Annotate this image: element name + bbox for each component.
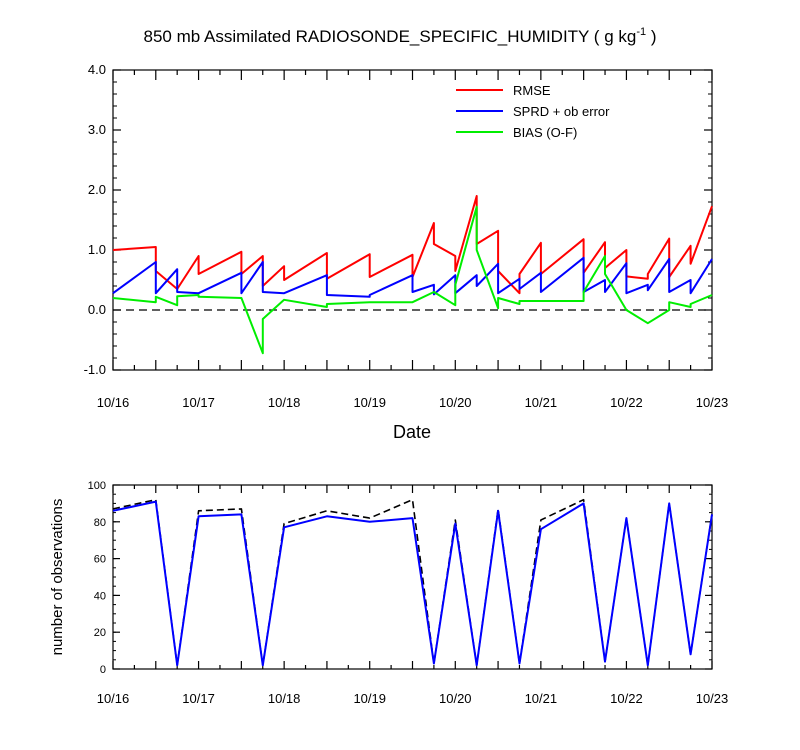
legend-label: BIAS (O-F): [513, 125, 577, 140]
x-axis-title: Date: [393, 422, 431, 442]
x-tick-label: 10/16: [97, 395, 130, 410]
y-tick-label: 80: [94, 517, 106, 529]
series-line-possible: [112, 498, 713, 667]
y-tick-label: -1.0: [84, 362, 106, 377]
top-chart: 10/16 10/17 10/18 10/19 10/20 10/21 10/22 10/23…: [84, 62, 729, 410]
chart-title: 850 mb Assimilated RADIOSONDE_SPECIFIC_H…: [144, 26, 657, 46]
x-tick-label: 10/23: [696, 395, 729, 410]
x-tick-label: 10/18: [268, 691, 301, 706]
y-tick-label: 2.0: [88, 182, 106, 197]
plot-frame: [112, 484, 713, 670]
x-tick-label: 10/16: [97, 691, 130, 706]
x-tick-label: 10/18: [268, 395, 301, 410]
series-line-bias-o-f: [112, 205, 713, 355]
y-tick-label: 20: [94, 627, 106, 639]
y-tick-label: 0.0: [88, 302, 106, 317]
x-tick-label: 10/22: [610, 395, 643, 410]
title-superscript: -1: [636, 26, 646, 38]
x-tick-label: 10/17: [182, 691, 215, 706]
legend-label: SPRD + ob error: [513, 104, 610, 119]
x-tick-label: 10/22: [610, 691, 643, 706]
y-tick-label: 4.0: [88, 62, 106, 77]
title-end: ): [646, 27, 656, 46]
y-tick-label: 1.0: [88, 242, 106, 257]
x-tick-label: 10/19: [353, 395, 386, 410]
y-tick-label: 40: [94, 590, 106, 602]
x-tick-label: 10/21: [525, 691, 558, 706]
plot-frame: [112, 69, 713, 371]
y-tick-label: 100: [88, 480, 106, 492]
bottom-chart: 10/16 10/17 10/18 10/19 10/20 10/21 10/22 10/23…: [88, 480, 729, 706]
series-line-assimilated: [112, 500, 713, 667]
y-tick-label: 0: [100, 664, 106, 676]
x-tick-label: 10/23: [696, 691, 729, 706]
x-tick-label: 10/17: [182, 395, 215, 410]
y-tick-label: 60: [94, 554, 106, 566]
y-axis-title-bottom: number of observations: [49, 499, 66, 656]
x-tick-label: 10/20: [439, 691, 472, 706]
legend-label: RMSE: [513, 83, 551, 98]
y-tick-label: 3.0: [88, 122, 106, 137]
x-tick-label: 10/19: [353, 691, 386, 706]
series-line-sprd-ob-error: [112, 256, 713, 298]
x-tick-label: 10/21: [525, 395, 558, 410]
x-tick-label: 10/20: [439, 395, 472, 410]
